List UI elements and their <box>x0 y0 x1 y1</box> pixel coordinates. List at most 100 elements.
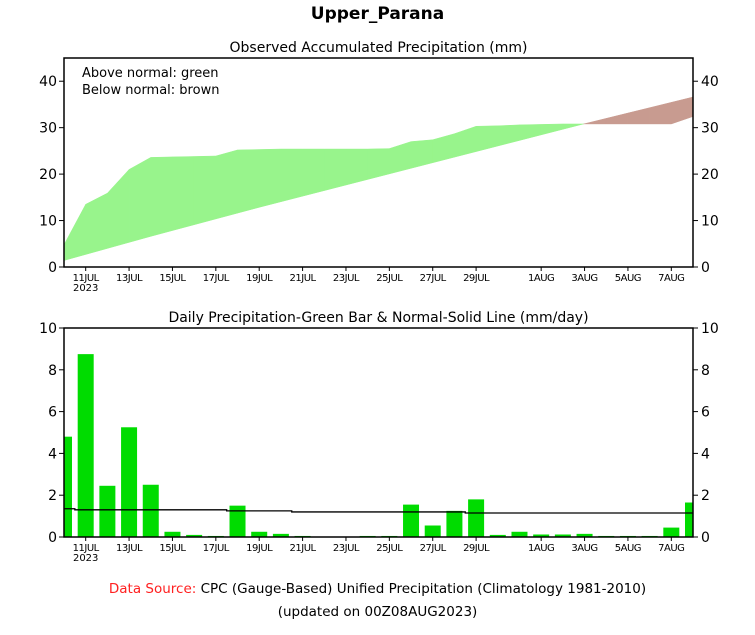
y-tick-label-left: 0 <box>48 530 57 546</box>
data-source-text: CPC (Gauge-Based) Unified Precipitation … <box>196 581 647 597</box>
above-normal-area <box>389 141 412 175</box>
x-tick-label: 23JUL <box>333 543 360 554</box>
y-tick-label-right: 4 <box>701 446 710 462</box>
above-normal-area <box>302 148 325 197</box>
daily-precip-bar <box>251 531 268 537</box>
daily-precip-bar <box>403 504 420 537</box>
y-tick-label-left: 40 <box>39 74 57 90</box>
daily-precip-bar <box>99 485 116 537</box>
daily-precip-bar <box>489 534 506 537</box>
x-tick-label: 29JUL <box>463 273 490 284</box>
daily-precip-bar <box>142 484 159 537</box>
chart-title: Observed Accumulated Precipitation (mm) <box>230 40 528 56</box>
daily-precip-bar <box>121 427 138 537</box>
x-tick-label: 21JUL <box>290 273 317 284</box>
daily-precip-bar <box>77 354 94 537</box>
y-tick-label-right: 2 <box>701 488 710 504</box>
x-tick-label: 15JUL <box>159 543 186 554</box>
above-normal-area <box>128 156 152 243</box>
above-normal-area <box>540 123 564 136</box>
daily-precip-bar <box>64 436 72 537</box>
y-tick-label-left: 4 <box>48 446 57 462</box>
x-tick-label: 15JUL <box>159 273 186 284</box>
x-tick-label: 13JUL <box>116 543 143 554</box>
above-normal-area <box>237 149 260 214</box>
above-normal-area <box>562 123 584 130</box>
y-tick-label-right: 10 <box>701 214 719 230</box>
above-normal-area <box>107 168 130 249</box>
y-tick-label-left: 10 <box>39 321 57 337</box>
above-normal-area <box>410 139 433 169</box>
y-tick-label-right: 8 <box>701 363 710 379</box>
main-title: Upper_Parana <box>310 4 445 24</box>
above-normal-area <box>432 133 455 164</box>
above-normal-area <box>172 156 195 231</box>
x-tick-label: 3AUG <box>571 273 597 284</box>
above-normal-area <box>63 204 86 261</box>
plot-frame <box>63 327 694 538</box>
x-tick-label: 27JUL <box>420 273 447 284</box>
legend-entry: Below normal: brown <box>82 83 219 98</box>
data-source-line: Data Source: CPC (Gauge-Based) Unified P… <box>0 581 755 597</box>
daily-precip-bar <box>468 499 485 537</box>
y-tick-label-left: 10 <box>39 214 57 230</box>
daily-precip-bar <box>533 534 550 537</box>
daily-precip-bar <box>576 533 593 537</box>
x-tick-label: 11JUL <box>73 273 100 284</box>
daily-precip-bar <box>424 525 441 537</box>
accumulated-precip-chart: Observed Accumulated Precipitation (mm) 0… <box>39 40 719 294</box>
daily-precip-bar <box>229 505 246 537</box>
below-normal-area <box>605 112 629 125</box>
below-normal-area <box>649 102 672 125</box>
x-tick-label: 21JUL <box>290 543 317 554</box>
y-tick-label-left: 6 <box>48 405 57 421</box>
y-tick-label-right: 6 <box>701 405 710 421</box>
y-tick-label-left: 8 <box>48 363 57 379</box>
y-tick-label-right: 10 <box>701 321 719 337</box>
daily-precip-bar <box>511 531 528 537</box>
y-tick-label-left: 2 <box>48 488 57 504</box>
above-normal-area <box>150 156 173 237</box>
x-tick-year-label: 2023 <box>73 553 98 564</box>
x-tick-label: 19JUL <box>246 543 273 554</box>
x-tick-label: 7AUG <box>658 543 684 554</box>
above-normal-area <box>519 124 542 141</box>
x-tick-label: 29JUL <box>463 543 490 554</box>
y-tick-label-left: 0 <box>48 260 57 276</box>
x-tick-label: 3AUG <box>571 543 597 554</box>
above-normal-area <box>497 124 520 147</box>
x-tick-label: 1AUG <box>528 543 554 554</box>
below-normal-area <box>627 107 650 125</box>
legend-entry: Above normal: green <box>82 66 219 81</box>
daily-precip-bar <box>554 534 571 537</box>
x-tick-label: 27JUL <box>420 543 447 554</box>
x-tick-label: 13JUL <box>116 273 143 284</box>
daily-precip-bar <box>186 534 203 537</box>
data-source-label: Data Source: <box>108 581 197 597</box>
y-tick-label-right: 0 <box>701 530 710 546</box>
above-normal-area <box>345 148 368 186</box>
above-normal-area <box>193 155 217 226</box>
above-normal-area <box>280 148 303 203</box>
above-normal-area <box>258 148 282 208</box>
x-tick-label: 5AUG <box>615 273 641 284</box>
daily-precip-chart: Daily Precipitation-Green Bar & Normal-S… <box>39 310 719 564</box>
y-tick-label-left: 30 <box>39 121 57 137</box>
daily-precip-bar <box>164 531 181 537</box>
x-tick-label: 7AUG <box>658 273 684 284</box>
above-normal-area <box>85 192 108 255</box>
y-tick-label-left: 20 <box>39 167 57 183</box>
x-tick-label: 11JUL <box>73 543 100 554</box>
x-tick-label: 17JUL <box>203 543 230 554</box>
y-tick-label-right: 0 <box>701 260 710 276</box>
x-tick-year-label: 2023 <box>73 283 98 294</box>
x-tick-label: 1AUG <box>528 273 554 284</box>
y-tick-label-right: 30 <box>701 121 719 137</box>
below-normal-area <box>671 96 694 125</box>
x-tick-label: 5AUG <box>615 543 641 554</box>
x-tick-label: 19JUL <box>246 273 273 284</box>
daily-precip-bar <box>446 510 463 537</box>
above-normal-area <box>475 125 499 152</box>
above-normal-area <box>215 149 238 220</box>
